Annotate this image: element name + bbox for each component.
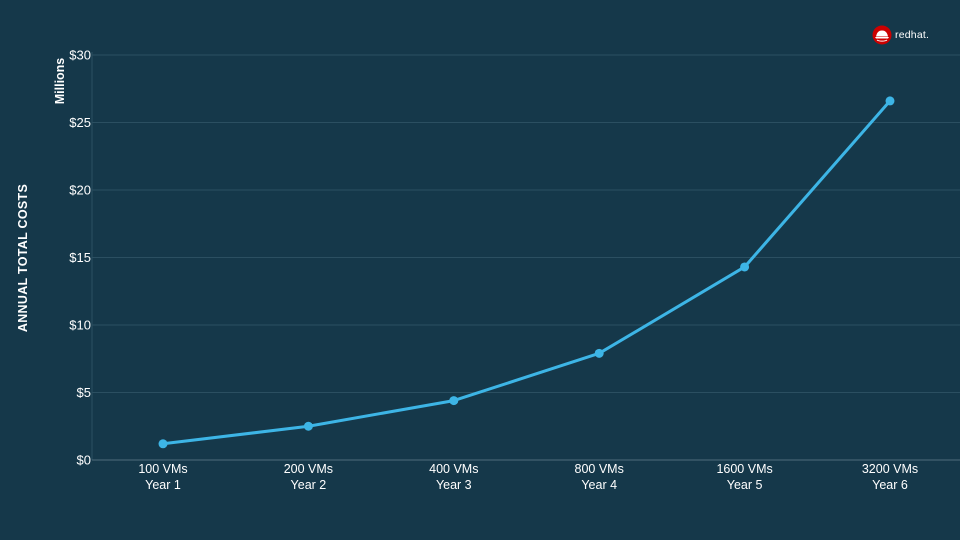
y-tick-label: $20: [69, 183, 91, 198]
x-tick-label-line: 800 VMs: [575, 462, 624, 476]
y-tick-label: $5: [77, 385, 91, 400]
x-tick-labels: 100 VMs Year 1 200 VMs Year 2 400 VMs Year 3 8…: [138, 462, 918, 492]
data-point: [449, 396, 459, 406]
x-tick-label-line: Year 3: [436, 478, 472, 492]
x-tick-label-line: 100 VMs: [138, 462, 187, 476]
x-tick-label-line: Year 2: [291, 478, 327, 492]
x-tick-label-line: Year 5: [727, 478, 763, 492]
data-point: [885, 96, 895, 106]
x-tick-label: 400 VMs Year 3: [429, 462, 478, 492]
logo-text: redhat.: [895, 29, 930, 41]
x-tick-label-line: Year 6: [872, 478, 908, 492]
data-point: [303, 421, 313, 431]
redhat-hat-icon: [872, 25, 892, 45]
series-line: [161, 99, 892, 446]
y-tick-label: $30: [69, 48, 91, 63]
x-tick-label: 1600 VMs Year 5: [716, 462, 772, 492]
data-point: [594, 348, 604, 358]
axes: [91, 52, 960, 461]
x-tick-label: 100 VMs Year 1: [138, 462, 187, 492]
data-point: [158, 439, 168, 449]
x-tick-label-line: Year 4: [581, 478, 617, 492]
x-tick-label-line: Year 1: [145, 478, 181, 492]
brand-logo: redhat.: [872, 25, 929, 45]
x-tick-label-line: 400 VMs: [429, 462, 478, 476]
y-tick-label: $0: [77, 453, 91, 468]
data-point: [740, 262, 750, 272]
x-tick-label-line: 200 VMs: [284, 462, 333, 476]
y-tick-label: $15: [69, 250, 91, 265]
x-tick-label-line: 1600 VMs: [716, 462, 772, 476]
x-tick-label: 800 VMs Year 4: [575, 462, 624, 492]
series-points: [158, 96, 895, 449]
y-tick-labels: $0 $5 $10 $15 $20 $25 $30: [69, 48, 91, 468]
series-line-path: [161, 99, 892, 446]
x-tick-label-line: 3200 VMs: [862, 462, 918, 476]
y-tick-label: $10: [69, 318, 91, 333]
x-tick-label: 3200 VMs Year 6: [862, 462, 918, 492]
x-tick-label: 200 VMs Year 2: [284, 462, 333, 492]
y-tick-label: $25: [69, 115, 91, 130]
grid-lines: [92, 54, 960, 393]
